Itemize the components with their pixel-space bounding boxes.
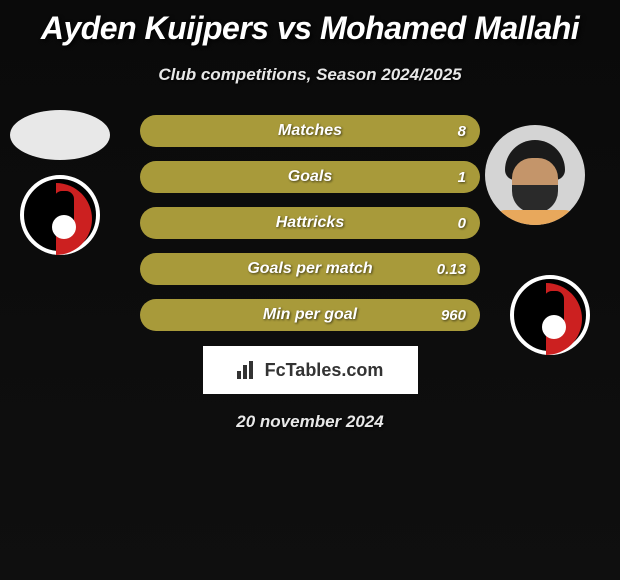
player-left-area: [10, 110, 110, 255]
player-right-area: [485, 125, 585, 225]
stat-label: Matches: [278, 122, 342, 140]
stat-value: 960: [441, 307, 466, 324]
club-badge-left: [10, 175, 110, 255]
comparison-title: Ayden Kuijpers vs Mohamed Mallahi: [0, 0, 620, 47]
stat-value: 0.13: [437, 261, 466, 278]
stat-label: Hattricks: [276, 214, 344, 232]
stat-bar-matches: Matches 8: [140, 115, 480, 147]
player-left-placeholder: [10, 110, 110, 160]
stat-bar-hattricks: Hattricks 0: [140, 207, 480, 239]
club-badge-right: [500, 275, 600, 355]
badge-circle: [510, 275, 590, 355]
stat-label: Min per goal: [263, 306, 357, 324]
stat-value: 0: [458, 215, 466, 232]
subtitle: Club competitions, Season 2024/2025: [0, 65, 620, 85]
player-right-photo: [485, 125, 585, 225]
watermark-text: FcTables.com: [265, 360, 384, 381]
stat-label: Goals: [288, 168, 332, 186]
stat-value: 1: [458, 169, 466, 186]
chart-icon: [237, 361, 259, 379]
badge-circle: [20, 175, 100, 255]
watermark[interactable]: FcTables.com: [203, 346, 418, 394]
stat-value: 8: [458, 123, 466, 140]
date-label: 20 november 2024: [0, 412, 620, 432]
stat-label: Goals per match: [247, 260, 372, 278]
stat-bar-goals: Goals 1: [140, 161, 480, 193]
stat-bar-gpm: Goals per match 0.13: [140, 253, 480, 285]
stat-bar-mpg: Min per goal 960: [140, 299, 480, 331]
